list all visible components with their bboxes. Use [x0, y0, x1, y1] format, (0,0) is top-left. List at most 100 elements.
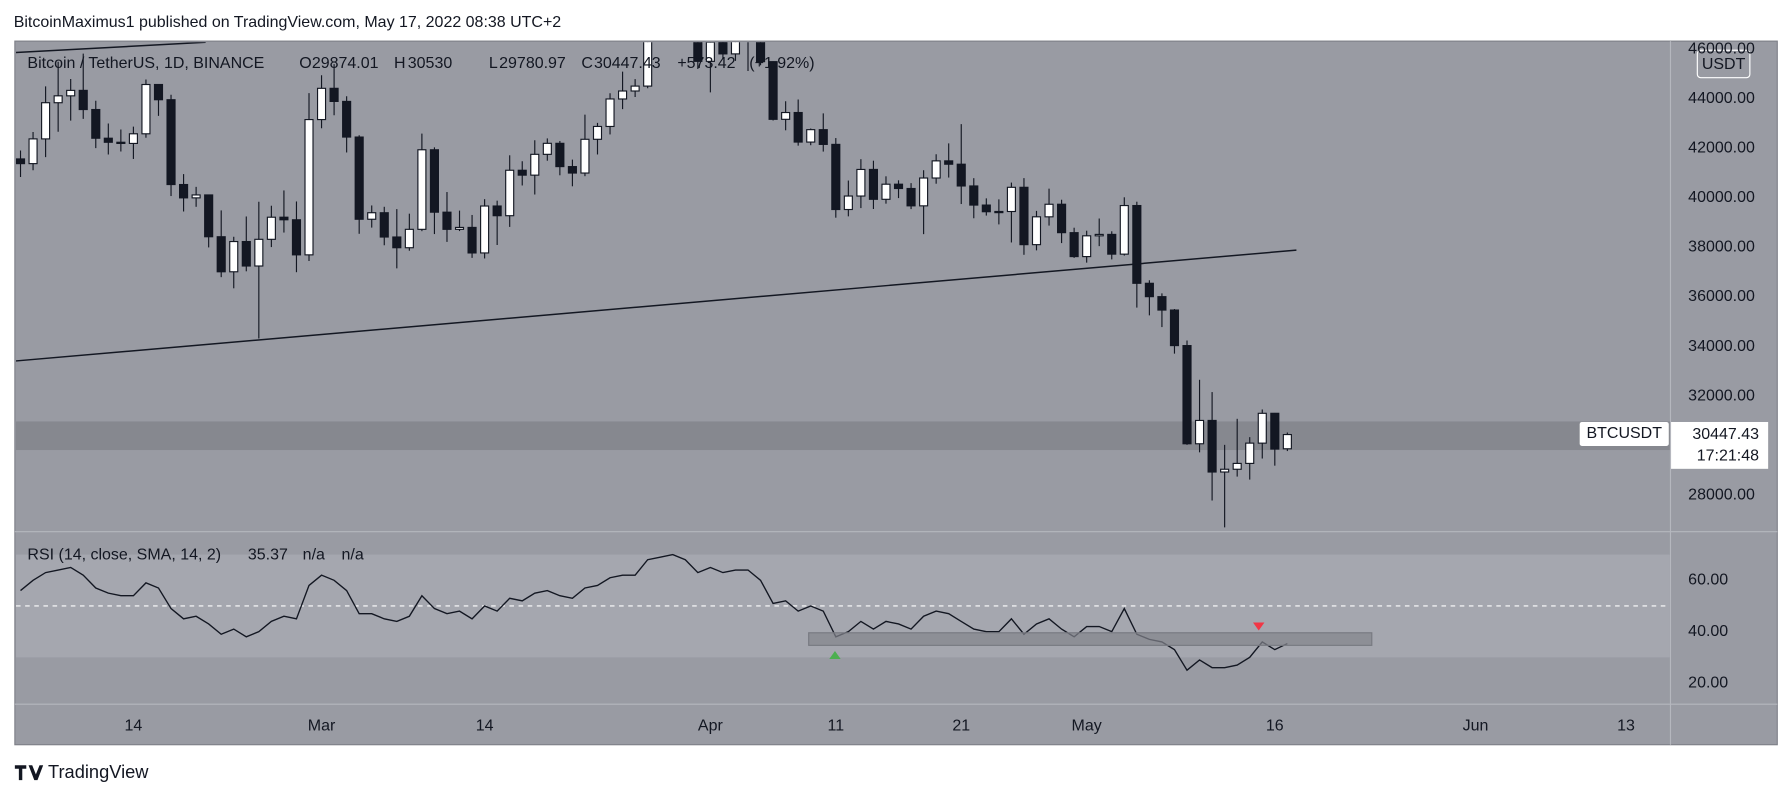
candle-body [868, 168, 879, 200]
candle-body [643, 42, 653, 87]
candle-body [1107, 233, 1117, 255]
candle-body [592, 125, 603, 140]
candle-body [66, 89, 76, 97]
candle-body [78, 89, 88, 111]
candle-body [681, 14, 689, 23]
y-tick-label: 44000.00 [1688, 90, 1755, 107]
candle-body [567, 166, 577, 174]
candle-body [517, 169, 527, 176]
candle-body [1157, 296, 1167, 311]
price-pane [16, 14, 1670, 528]
ohlc-value: 29874.01 [312, 55, 379, 72]
candle-body [304, 118, 314, 256]
candle-body [1069, 232, 1079, 258]
candle-body [417, 149, 427, 230]
trend-line [16, 249, 1297, 362]
candle-body [103, 137, 113, 143]
symbol-title: Bitcoin / TetherUS, 1D, BINANCE [27, 55, 264, 72]
ohlc-value: 29780.97 [499, 55, 566, 72]
rsi-value: 35.37 [248, 546, 288, 563]
candle-body [241, 240, 251, 267]
candle-body [266, 216, 276, 240]
candle-body [1006, 186, 1016, 213]
x-tick-label: 11 [828, 718, 845, 735]
candle-body [718, 42, 728, 55]
candle-body [354, 136, 364, 220]
y-tick-label: 32000.00 [1688, 387, 1755, 404]
candle-body [580, 138, 590, 174]
ohlc-label: L [489, 55, 498, 72]
candle-body [781, 111, 791, 120]
candle-body [1194, 419, 1205, 445]
candle-body [1044, 203, 1054, 218]
y-tick-label: 40000.00 [1688, 189, 1755, 206]
candle-body [1119, 204, 1129, 255]
candle-body [1144, 282, 1154, 298]
candle-body [53, 95, 63, 104]
candle-body [542, 142, 552, 155]
candle-body [893, 183, 904, 190]
change-value: +573.42 [677, 55, 735, 72]
y-tick-label: 46000.00 [1688, 40, 1755, 57]
candle-body [128, 133, 138, 144]
candle-body [656, 21, 664, 28]
support-zone [16, 421, 1670, 451]
rsi-pane [16, 553, 1670, 672]
candle-body [630, 85, 640, 92]
y-tick-label: 60.00 [1688, 572, 1728, 589]
candle-body [1207, 419, 1217, 473]
x-tick-label: Apr [698, 718, 724, 735]
ohlc-value: 30447.43 [594, 55, 661, 72]
candle-body [1257, 412, 1267, 444]
candle-body [605, 98, 615, 128]
x-tick-label: 21 [952, 718, 970, 735]
x-tick-label: May [1072, 718, 1102, 735]
price-box [1671, 421, 1769, 469]
ohlc-label: O [299, 55, 311, 72]
candle-body [254, 238, 264, 267]
y-tick-label: 36000.00 [1688, 288, 1755, 305]
rsi-annotations [808, 622, 1373, 660]
candle-body [906, 187, 916, 207]
ohlc-value: 30530 [408, 55, 453, 72]
footer-logo [14, 765, 44, 781]
candle-body [467, 226, 477, 254]
candle-body [492, 205, 502, 217]
candle-body [442, 211, 452, 230]
candle-body [153, 83, 164, 101]
candle-body [1182, 345, 1192, 445]
candle-body [919, 177, 929, 207]
candle-body [429, 149, 440, 213]
x-tick-label: Jun [1463, 718, 1489, 735]
candle-body [806, 129, 816, 143]
candle-body [969, 185, 979, 206]
candle-body [166, 99, 176, 186]
candle-body [1232, 462, 1242, 470]
candle-body [1245, 442, 1255, 464]
candle-body [1132, 204, 1142, 284]
candle-body [392, 236, 402, 249]
candle-body [291, 219, 302, 256]
candle-body [505, 169, 515, 217]
candle-body [116, 141, 126, 144]
candle-body [367, 212, 377, 220]
y-tick-label: 28000.00 [1688, 486, 1755, 503]
candle-body [793, 111, 803, 143]
candle-body [204, 194, 214, 238]
y-tick-label: 40.00 [1688, 623, 1728, 640]
candle-body [179, 183, 189, 199]
candle-body [944, 160, 954, 165]
candle-body [1057, 203, 1067, 234]
bearish-marker [1253, 622, 1265, 631]
x-tick-label: Mar [308, 718, 336, 735]
candle-body [618, 90, 628, 100]
candle-body [141, 83, 151, 135]
x-tick-label: 13 [1617, 718, 1635, 735]
candle-body [454, 226, 465, 230]
symbol-box [1579, 421, 1669, 446]
candle-body [191, 194, 201, 199]
header-text: BitcoinMaximus1 published on TradingView… [14, 14, 562, 31]
candle-body [831, 143, 841, 211]
candle-body [843, 195, 853, 211]
